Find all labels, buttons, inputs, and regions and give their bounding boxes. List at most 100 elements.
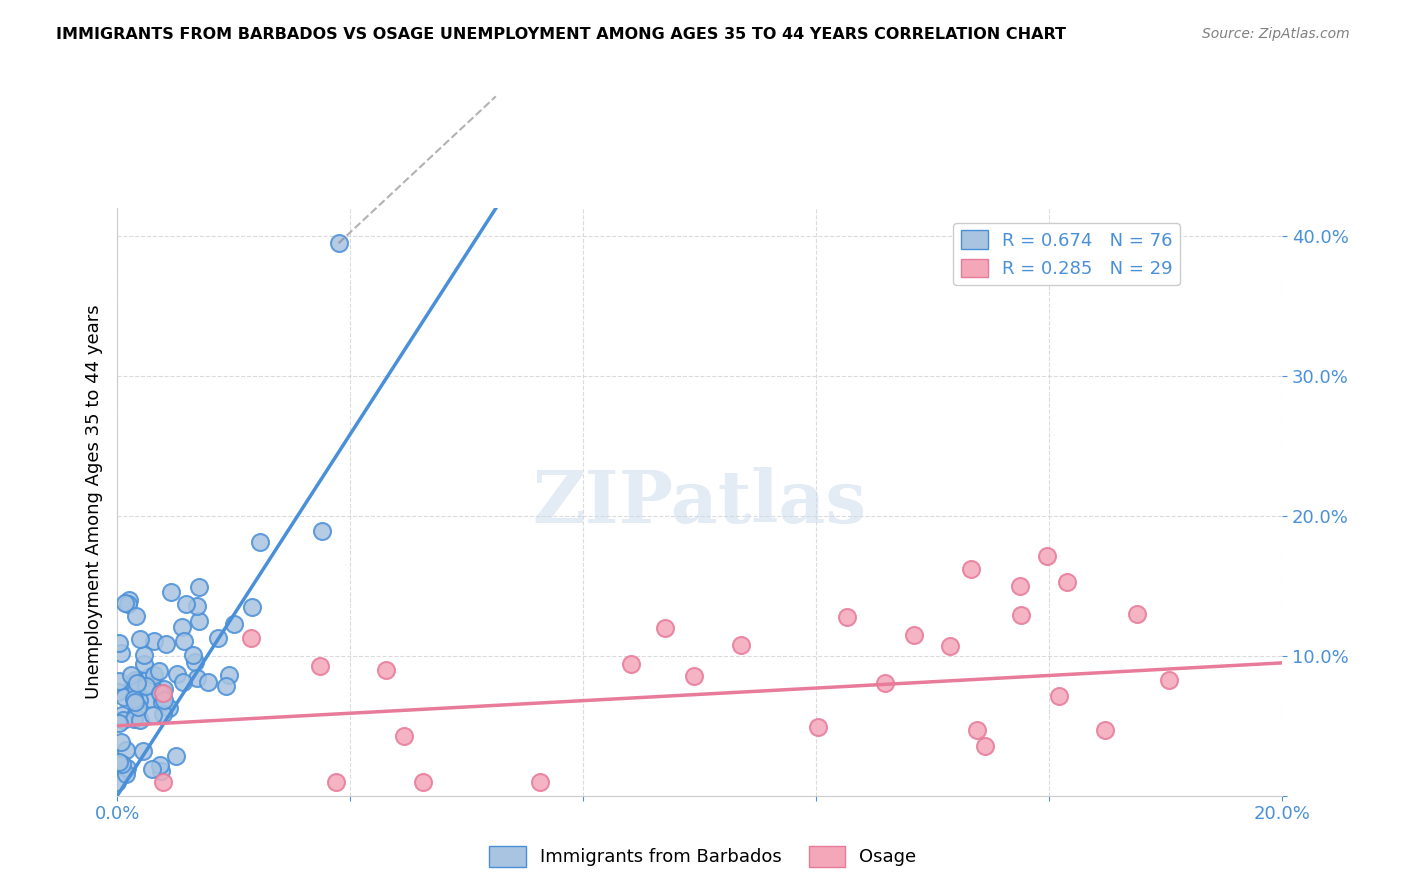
Point xyxy=(974,739,997,754)
Point xyxy=(128,632,150,646)
Point xyxy=(1125,607,1147,621)
Legend: Immigrants from Barbados, Osage: Immigrants from Barbados, Osage xyxy=(482,838,924,874)
Point xyxy=(132,648,155,663)
Point xyxy=(135,679,157,693)
Point xyxy=(150,764,173,779)
Point xyxy=(114,767,136,781)
Point xyxy=(170,620,193,634)
Point xyxy=(127,704,149,718)
Point xyxy=(138,670,160,684)
Point xyxy=(328,236,350,251)
Point xyxy=(139,691,162,706)
Point xyxy=(153,682,176,697)
Text: ZIPatlas: ZIPatlas xyxy=(533,467,866,538)
Point xyxy=(960,562,983,576)
Point xyxy=(1094,723,1116,737)
Point xyxy=(149,758,172,772)
Point xyxy=(620,657,643,672)
Point xyxy=(125,675,148,690)
Point xyxy=(939,639,962,653)
Point xyxy=(683,669,706,683)
Point xyxy=(111,757,134,772)
Point xyxy=(529,774,551,789)
Point xyxy=(141,762,163,776)
Text: IMMIGRANTS FROM BARBADOS VS OSAGE UNEMPLOYMENT AMONG AGES 35 TO 44 YEARS CORRELA: IMMIGRANTS FROM BARBADOS VS OSAGE UNEMPL… xyxy=(56,27,1066,42)
Point xyxy=(142,633,165,648)
Point xyxy=(127,700,149,714)
Point xyxy=(152,706,174,721)
Point xyxy=(215,679,238,693)
Point xyxy=(654,621,676,635)
Point xyxy=(392,729,415,743)
Point xyxy=(187,580,209,594)
Point xyxy=(111,714,134,728)
Point xyxy=(122,677,145,691)
Point xyxy=(311,524,333,538)
Point xyxy=(375,663,398,677)
Point xyxy=(153,693,176,707)
Point xyxy=(1036,549,1059,563)
Point xyxy=(110,707,132,722)
Point xyxy=(122,712,145,726)
Point xyxy=(120,667,142,681)
Point xyxy=(188,614,211,628)
Point xyxy=(183,648,205,663)
Point xyxy=(207,632,229,646)
Point xyxy=(124,695,146,709)
Point xyxy=(903,628,925,642)
Point xyxy=(117,597,139,611)
Point xyxy=(108,636,131,650)
Point xyxy=(110,646,132,660)
Point xyxy=(1010,608,1032,623)
Point xyxy=(118,593,141,607)
Point xyxy=(128,692,150,706)
Point xyxy=(142,707,165,722)
Point xyxy=(149,686,172,700)
Point xyxy=(125,608,148,623)
Point xyxy=(112,690,135,704)
Point xyxy=(308,659,330,673)
Point xyxy=(143,667,166,681)
Point xyxy=(165,749,187,764)
Point xyxy=(107,685,129,699)
Point xyxy=(159,701,181,715)
Text: Source: ZipAtlas.com: Source: ZipAtlas.com xyxy=(1202,27,1350,41)
Point xyxy=(108,755,131,769)
Point xyxy=(114,596,136,610)
Point xyxy=(152,686,174,700)
Point xyxy=(117,761,139,775)
Point xyxy=(730,638,752,652)
Point xyxy=(807,720,830,734)
Point xyxy=(122,710,145,724)
Point xyxy=(150,695,173,709)
Point xyxy=(105,774,128,789)
Point xyxy=(110,735,132,749)
Point xyxy=(197,674,219,689)
Point xyxy=(222,617,245,632)
Point xyxy=(186,599,208,613)
Point xyxy=(139,678,162,692)
Point xyxy=(160,585,183,599)
Point xyxy=(186,671,208,685)
Point xyxy=(108,673,131,688)
Point xyxy=(1047,689,1070,703)
Point xyxy=(176,598,198,612)
Point xyxy=(166,666,188,681)
Point xyxy=(134,657,156,671)
Point xyxy=(1010,579,1032,593)
Point xyxy=(1157,673,1180,687)
Point xyxy=(108,715,131,730)
Point xyxy=(122,692,145,706)
Point xyxy=(240,631,263,645)
Point xyxy=(124,681,146,695)
Point xyxy=(1056,575,1078,590)
Point xyxy=(218,668,240,682)
Point xyxy=(873,675,896,690)
Point xyxy=(124,673,146,687)
Y-axis label: Unemployment Among Ages 35 to 44 years: Unemployment Among Ages 35 to 44 years xyxy=(86,305,103,699)
Point xyxy=(132,744,155,758)
Point xyxy=(240,599,263,614)
Point xyxy=(173,633,195,648)
Point xyxy=(412,774,434,789)
Point xyxy=(172,675,194,690)
